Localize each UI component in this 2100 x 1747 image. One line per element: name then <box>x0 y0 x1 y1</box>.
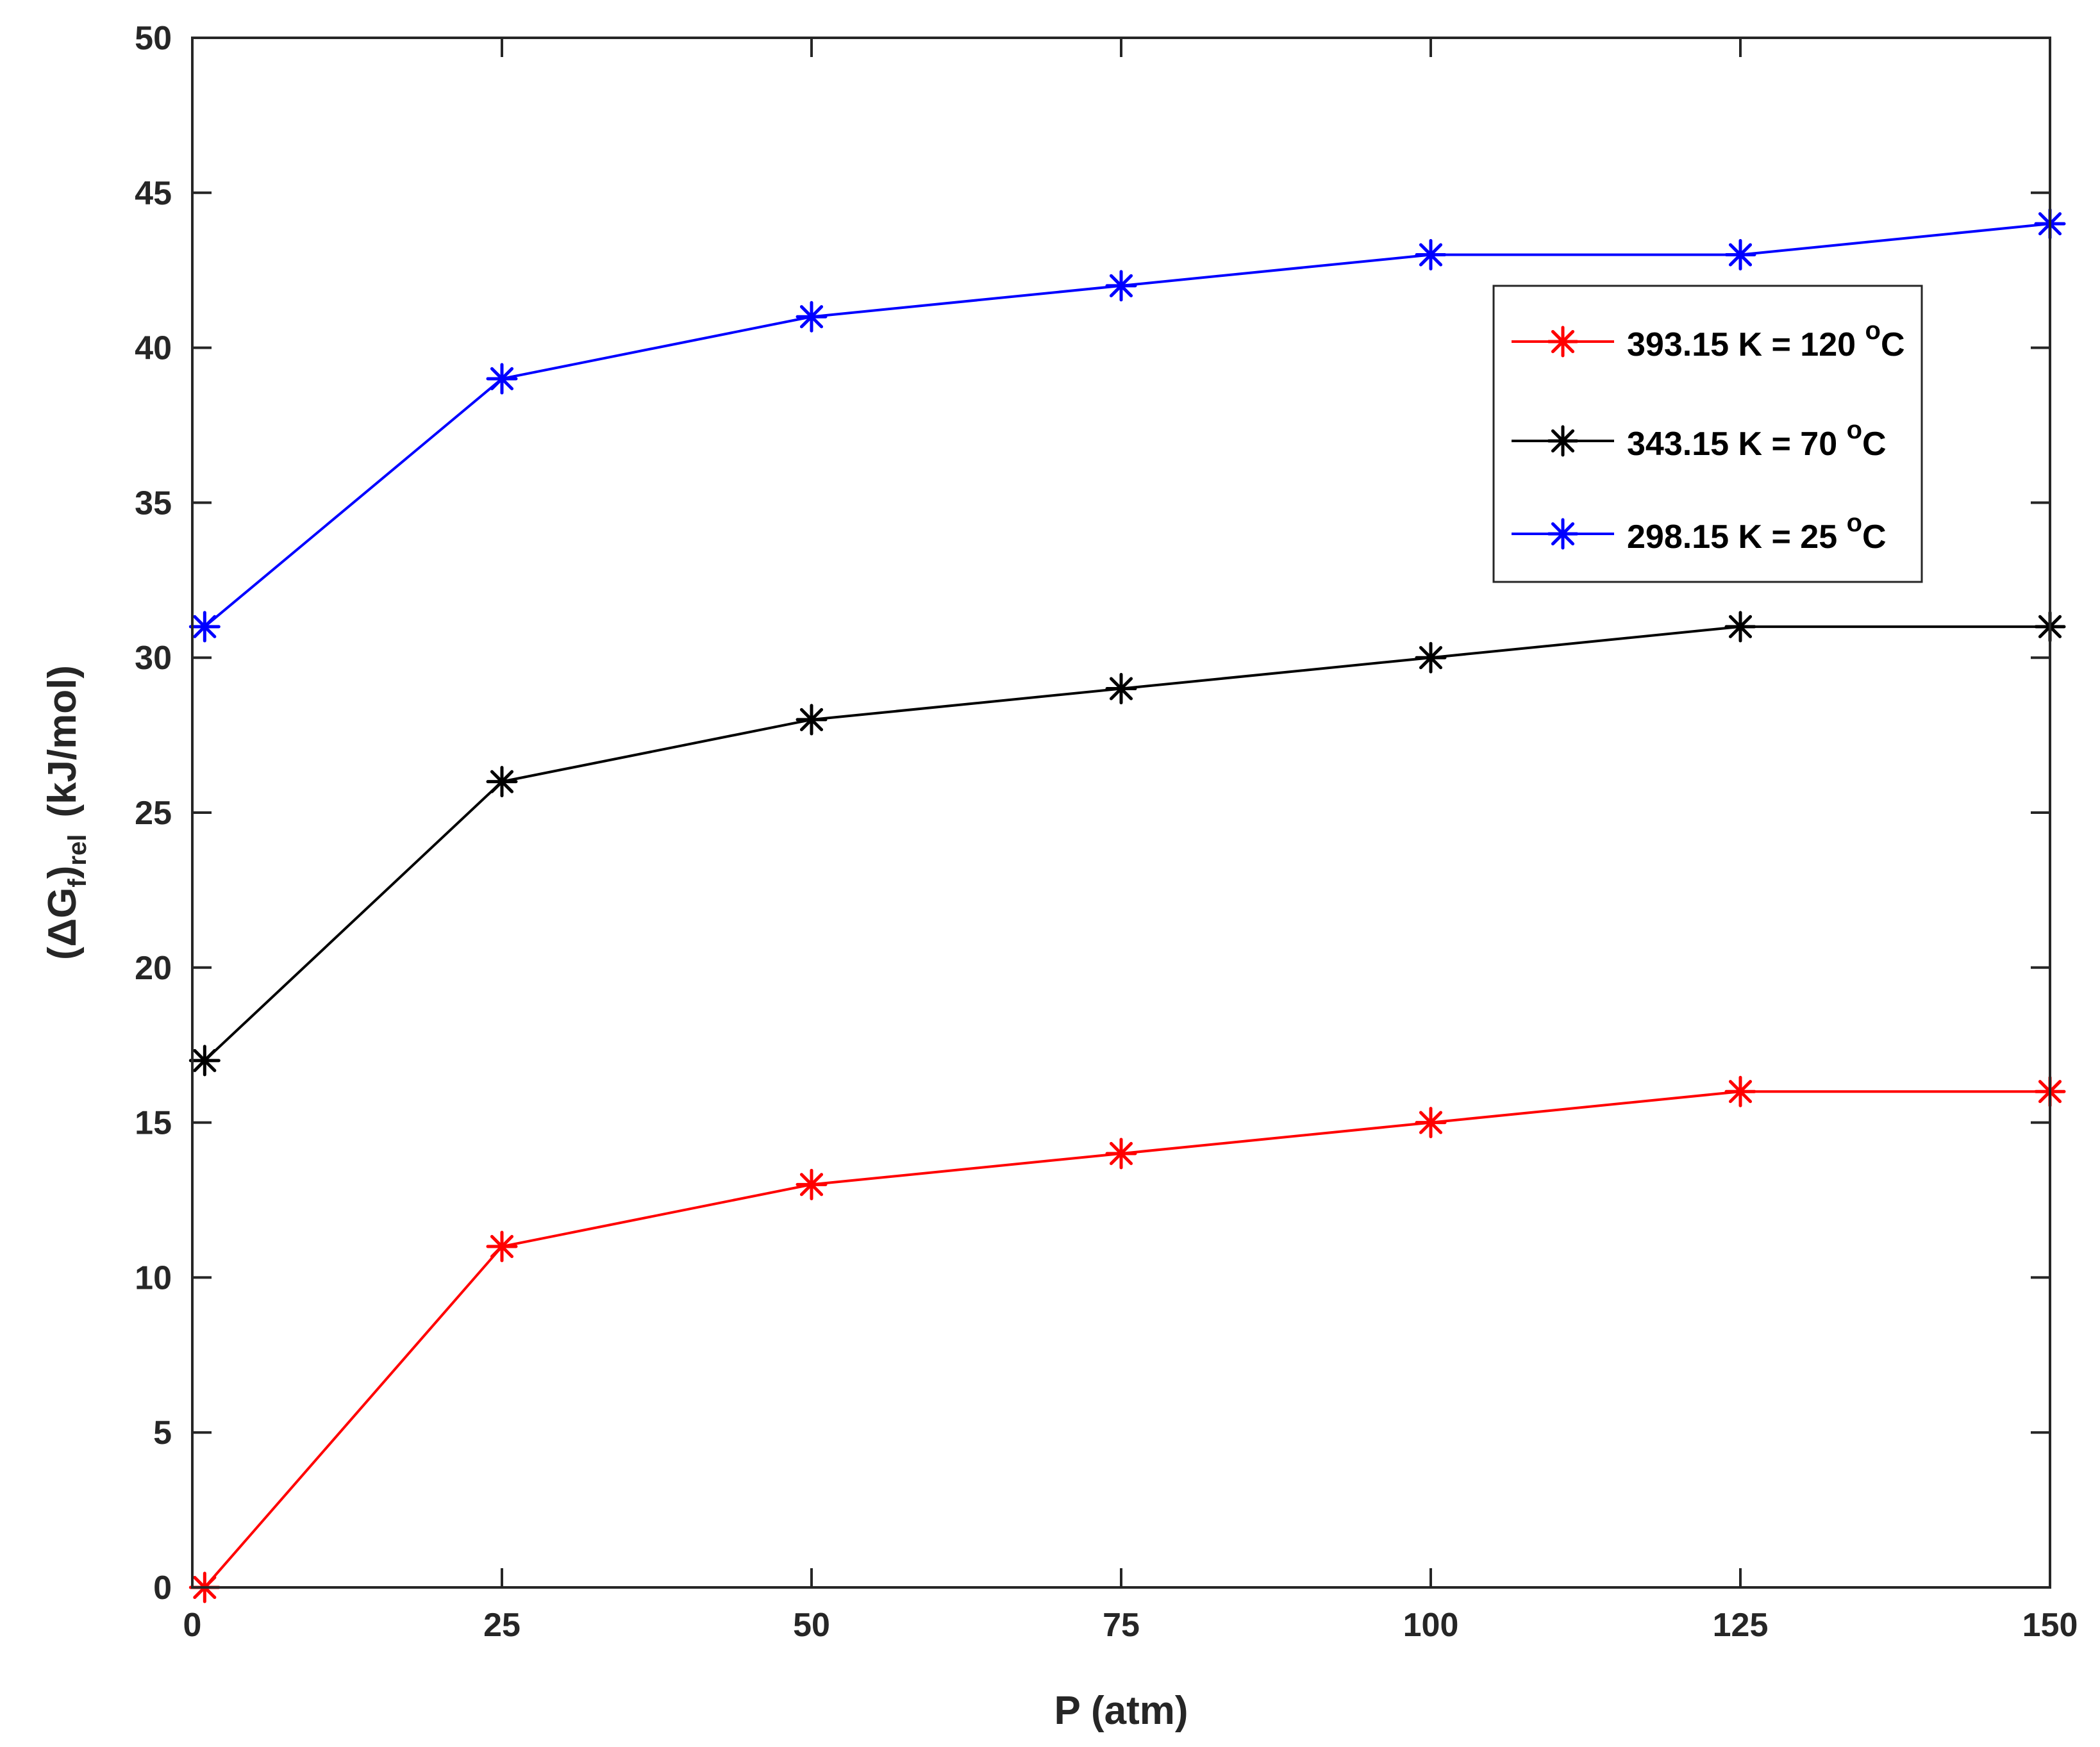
y-tick-label: 0 <box>153 1569 172 1607</box>
legend-label-main: 343.15 K = 70 <box>1627 426 1847 463</box>
legend-label: 343.15 K = 70 oC <box>1627 416 1887 463</box>
y-axis-title-unit: (kJ/mol) <box>40 665 85 818</box>
data-point <box>1105 1138 1137 1170</box>
x-tick-label: 50 <box>793 1607 830 1644</box>
y-axis-title-prefix: (ΔG <box>40 888 85 960</box>
x-tick-label: 100 <box>1403 1607 1459 1644</box>
plot-frame <box>191 37 2051 1589</box>
data-point <box>1415 1107 1447 1139</box>
y-tick-label: 40 <box>135 330 172 367</box>
x-tick-label: 0 <box>183 1607 202 1644</box>
x-tick-label: 75 <box>1103 1607 1140 1644</box>
series-layer <box>188 208 2066 1603</box>
y-tick-label: 35 <box>135 484 172 522</box>
x-tick-label: 25 <box>483 1607 521 1644</box>
y-axis-title-sub2: rel <box>63 834 92 866</box>
data-point <box>486 1230 518 1263</box>
data-point <box>796 704 828 736</box>
legend-label-end: C <box>1862 518 1887 556</box>
data-point <box>1724 611 1756 643</box>
data-point <box>1724 239 1756 271</box>
data-point <box>486 363 518 395</box>
y-axis-title: (ΔGf)rel (kJ/mol) <box>40 665 92 960</box>
data-point <box>1415 239 1447 271</box>
data-point <box>796 301 828 333</box>
legend-swatch-marker <box>1547 326 1579 358</box>
y-axis-title-close: ) <box>40 866 85 879</box>
series-2 <box>188 611 2066 1077</box>
y-axis-title-sub1: f <box>63 879 92 888</box>
legend-label-sup: o <box>1865 317 1881 345</box>
x-tick-label: 150 <box>2022 1607 2078 1644</box>
data-point <box>188 1045 221 1077</box>
y-tick-label: 45 <box>135 175 172 212</box>
legend-label-sup: o <box>1847 416 1862 444</box>
x-tick-label: 125 <box>1713 1607 1769 1644</box>
y-tick-label: 20 <box>135 950 172 987</box>
y-tick-label: 10 <box>135 1259 172 1296</box>
data-point <box>1415 642 1447 674</box>
y-tick-label: 5 <box>153 1414 172 1452</box>
data-point <box>486 766 518 798</box>
x-axis-title: P (atm) <box>1054 1689 1188 1733</box>
legend-entry-1: 393.15 K = 120 oC <box>1512 317 1905 363</box>
axes-layer: 0 25 50 75 100 125 150 0 5 10 15 20 25 30 35 40 45 50 <box>135 20 2078 1644</box>
data-point <box>1724 1075 1756 1107</box>
legend-entry-2: 343.15 K = 70 oC <box>1512 416 1887 463</box>
legend-swatch-marker <box>1547 518 1579 550</box>
y-tick-label: 25 <box>135 795 172 832</box>
data-point <box>1105 673 1137 705</box>
legend-label-main: 393.15 K = 120 <box>1627 326 1865 363</box>
y-tick-label: 30 <box>135 640 172 677</box>
legend-entry-3: 298.15 K = 25 oC <box>1512 509 1887 556</box>
legend-label: 393.15 K = 120 oC <box>1627 317 1905 363</box>
y-tick-label: 50 <box>135 20 172 57</box>
legend-label-end: C <box>1881 326 1905 363</box>
data-point <box>1105 270 1137 302</box>
series-1 <box>188 1075 2066 1603</box>
data-point <box>796 1168 828 1200</box>
legend-label-end: C <box>1862 426 1887 463</box>
legend-label-sup: o <box>1847 509 1862 537</box>
y-tick-label: 15 <box>135 1105 172 1142</box>
legend-label-main: 298.15 K = 25 <box>1627 518 1847 556</box>
legend-label: 298.15 K = 25 oC <box>1627 509 1887 556</box>
legend-swatch-marker <box>1547 425 1579 457</box>
data-point <box>188 611 221 643</box>
